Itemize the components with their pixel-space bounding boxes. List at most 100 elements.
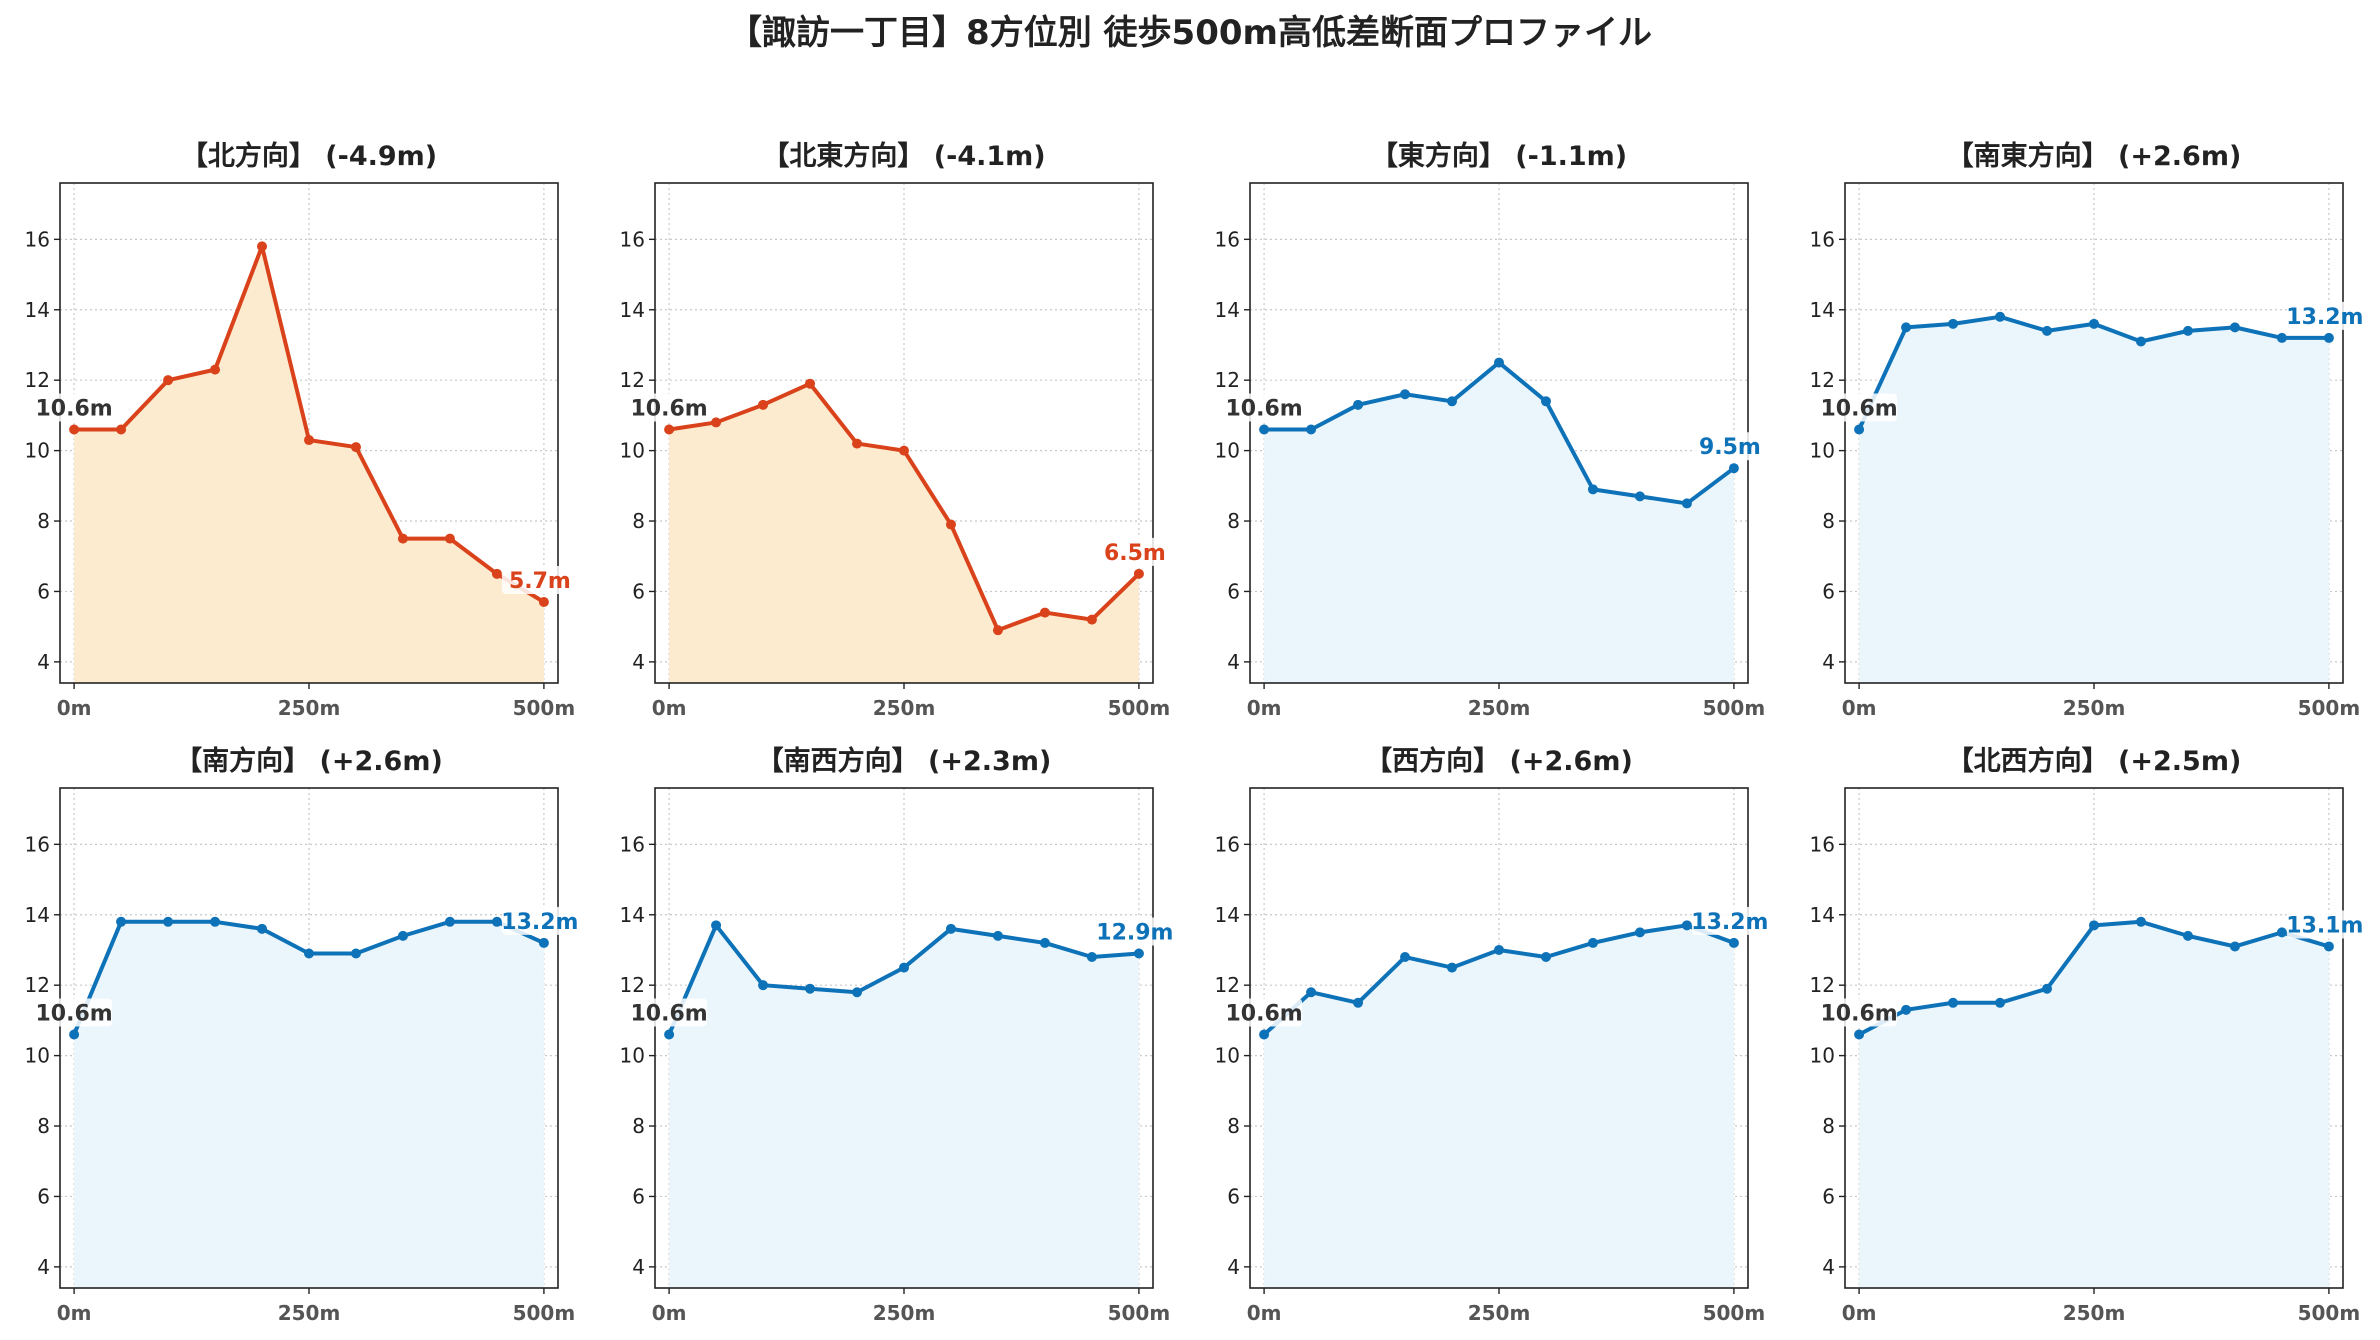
data-point [210,364,221,375]
data-point [711,920,722,931]
y-tick-label: 6 [1227,579,1240,603]
data-point [1728,937,1739,948]
data-point [1681,498,1692,509]
x-tick-label: 500m [1108,1301,1171,1325]
y-tick-label: 14 [1810,903,1835,927]
y-tick-label: 12 [25,973,50,997]
x-tick-label: 0m [1842,696,1877,720]
panel-title: 【南方向】 (+2.6m) [175,745,443,777]
data-point [1306,424,1317,435]
end-label-box [1691,906,1768,935]
start-label-box [1821,393,1898,422]
y-tick-label: 10 [1810,1044,1835,1068]
data-point [397,930,408,941]
x-tick-label: 500m [513,696,576,720]
panel-title: 【南東方向】 (+2.6m) [1947,140,2242,172]
y-tick-label: 8 [1822,509,1835,533]
start-label-box [631,393,708,422]
data-point [2089,920,2099,931]
x-tick-label: 500m [2298,696,2361,720]
x-tick-label: 0m [1247,696,1282,720]
end-elevation-label: 6.5m [1104,541,1166,566]
data-point [1681,920,1692,931]
y-tick-label: 8 [37,1114,50,1138]
panel-grid: 【北方向】 (-4.9m) 4 6 8 10 12 14 16 0m 250m 500m 10.6m 5… [25,140,2364,1325]
panel-4: 【南東方向】 (+2.6m) 4 6 8 10 12 14 16 0m 250m 500m 10.6m… [1810,140,2364,720]
start-label-box [36,998,113,1027]
data-point [1353,399,1364,410]
end-elevation-label: 5.7m [509,569,571,594]
end-label-box [2286,301,2363,330]
elevation-area [1859,921,2329,1288]
data-point [257,923,268,934]
x-tick-label: 250m [2063,696,2126,720]
x-tick-label: 500m [2298,1301,2361,1325]
y-tick-label: 10 [1810,439,1835,463]
y-tick-label: 6 [37,579,50,603]
data-point [1447,396,1458,407]
data-point [1948,997,1959,1008]
data-point [899,962,909,973]
y-tick-label: 16 [25,227,50,251]
y-tick-label: 8 [1227,1114,1240,1138]
data-point [1634,927,1645,938]
x-tick-label: 250m [1468,696,1531,720]
y-tick-label: 4 [632,650,645,674]
elevation-area [669,925,1139,1288]
data-point [304,435,314,446]
elevation-area [1264,362,1734,683]
data-point [2229,941,2240,952]
data-point [257,241,268,252]
start-label-box [1226,393,1303,422]
data-point [1854,424,1865,435]
data-point [1353,997,1364,1008]
data-point [758,399,769,410]
y-tick-label: 4 [1227,650,1240,674]
data-point [1086,614,1097,625]
y-tick-label: 4 [37,1255,50,1279]
data-point [2229,322,2240,333]
y-tick-label: 8 [632,1114,645,1138]
x-tick-label: 500m [1108,696,1171,720]
panel-2: 【北東方向】 (-4.1m) 4 6 8 10 12 14 16 0m 250m 500m 10.6m… [620,140,1173,720]
x-tick-label: 0m [57,1301,92,1325]
x-tick-label: 0m [652,696,687,720]
data-point [1540,952,1551,963]
panel-5: 【南方向】 (+2.6m) 4 6 8 10 12 14 16 0m 250m 500m 10.6m 1… [25,745,579,1325]
y-tick-label: 6 [632,579,645,603]
data-point [1259,1029,1270,1040]
y-tick-label: 6 [1822,1184,1835,1208]
elevation-area [1859,316,2329,683]
data-point [1587,937,1598,948]
data-point [711,417,722,428]
data-point [1995,997,2006,1008]
start-label-box [631,998,708,1027]
y-tick-label: 16 [1215,832,1240,856]
y-tick-label: 14 [1215,903,1240,927]
data-point [1447,962,1458,973]
data-point [163,916,174,927]
y-tick-label: 12 [620,973,645,997]
data-point [350,948,361,959]
x-tick-label: 250m [1468,1301,1531,1325]
y-tick-label: 4 [37,650,50,674]
data-point [1086,952,1097,963]
data-point [163,375,174,386]
y-tick-label: 10 [620,1044,645,1068]
end-label-box [2286,910,2363,939]
x-tick-label: 0m [652,1301,687,1325]
y-tick-label: 12 [1810,973,1835,997]
data-point [992,625,1003,636]
data-point [852,438,863,449]
data-point [69,1029,80,1040]
data-point [2042,325,2053,336]
data-point [664,424,675,435]
end-label-box [501,566,578,595]
data-point [664,1029,675,1040]
y-tick-label: 4 [1822,650,1835,674]
y-tick-label: 16 [1215,227,1240,251]
x-tick-label: 250m [873,1301,936,1325]
data-point [2089,318,2099,329]
y-tick-label: 8 [632,509,645,533]
end-elevation-label: 9.5m [1699,435,1761,460]
